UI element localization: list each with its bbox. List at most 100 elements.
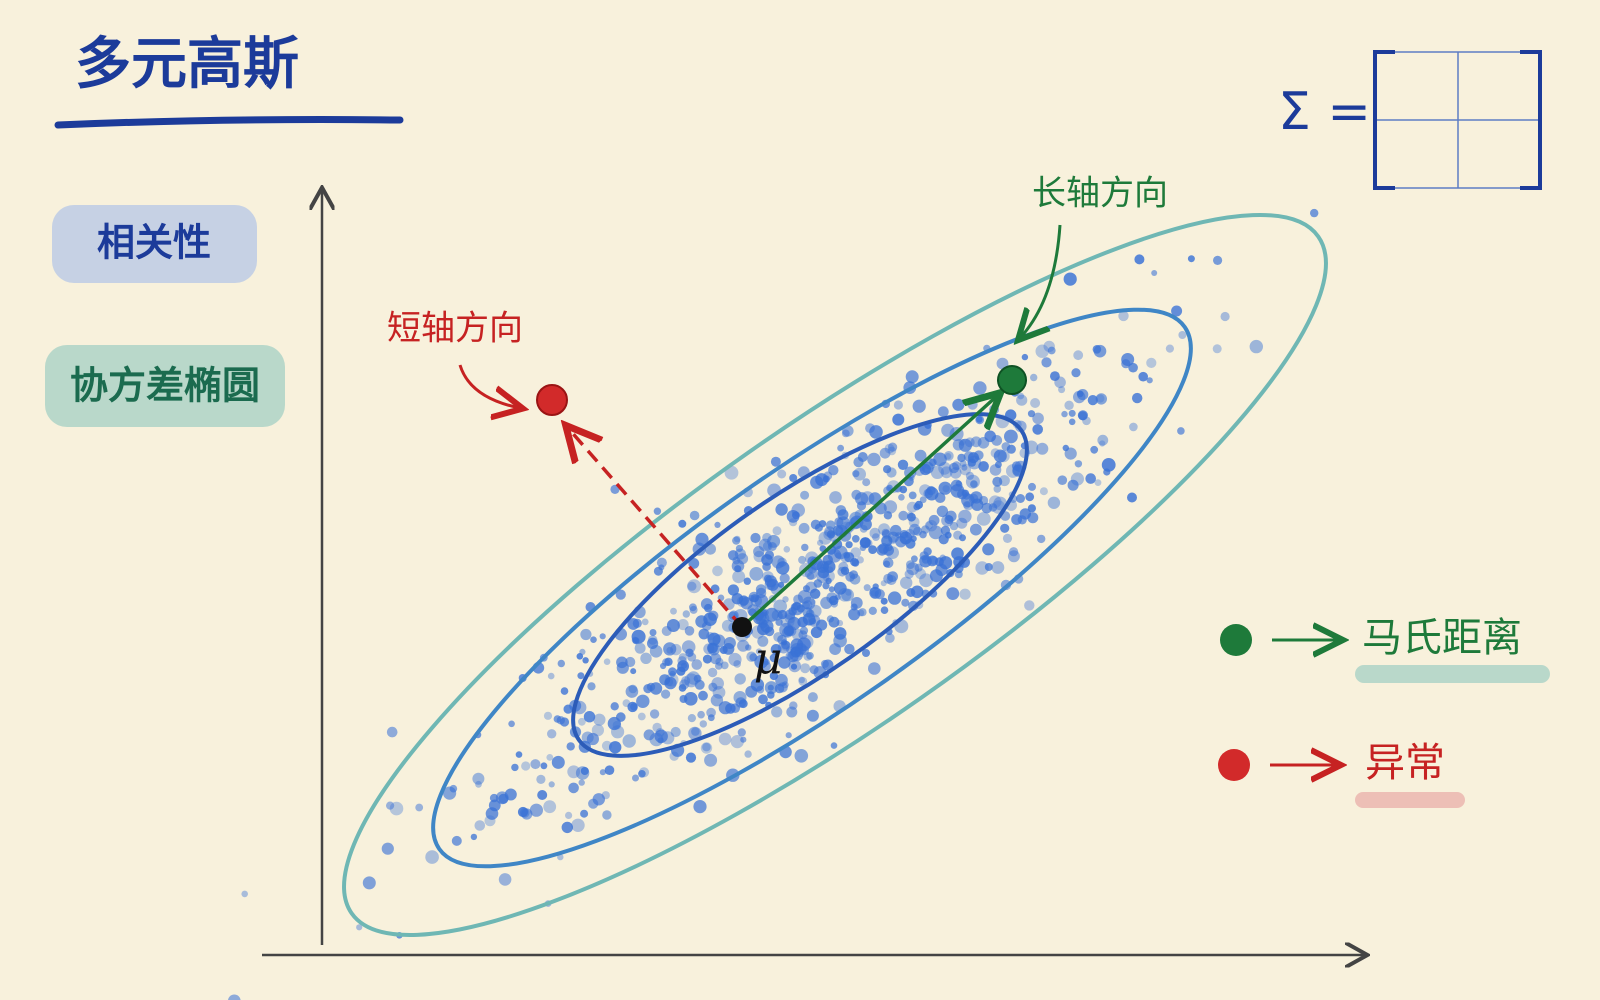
scatter-point	[919, 463, 932, 476]
scatter-point	[798, 676, 805, 684]
scatter-point	[764, 575, 777, 588]
scatter-point	[470, 833, 478, 841]
scatter-point	[965, 471, 975, 480]
scatter-point	[823, 529, 835, 540]
scatter-point	[822, 554, 833, 566]
scatter-point	[926, 485, 936, 496]
scatter-point	[940, 466, 953, 479]
scatter-point	[1017, 515, 1027, 525]
scatter-point	[1050, 371, 1060, 381]
scatter-point	[649, 645, 663, 658]
scatter-point	[362, 876, 376, 890]
scatter-point	[711, 677, 724, 690]
scatter-point	[744, 750, 752, 758]
scatter-point	[840, 566, 850, 575]
scatter-point	[822, 582, 830, 590]
matrix	[1373, 50, 1542, 190]
scatter-point	[547, 672, 555, 680]
scatter-point	[693, 674, 702, 683]
scatter-point	[669, 670, 676, 678]
scatter-point	[543, 711, 553, 720]
scatter-point	[802, 601, 810, 610]
scatter-point	[888, 442, 898, 452]
scatter-point	[869, 425, 883, 439]
scatter-point	[883, 465, 892, 474]
scatter-point	[1220, 311, 1230, 322]
scatter-point	[557, 659, 565, 668]
scatter-point	[721, 619, 734, 632]
scatter-point	[993, 449, 1007, 463]
scatter-point	[778, 581, 785, 588]
scatter-point	[734, 548, 747, 560]
scatter-point	[806, 709, 819, 722]
scatter-point	[575, 766, 590, 780]
scatter-point	[815, 473, 829, 487]
scatter-point	[803, 585, 810, 593]
scatter-point	[227, 994, 241, 1000]
scatter-point	[1094, 479, 1102, 486]
scatter-point	[1118, 310, 1129, 322]
scatter-point	[1017, 392, 1025, 400]
scatter-point	[745, 644, 751, 651]
scatter-point	[1037, 534, 1046, 544]
scatter-point	[1138, 371, 1148, 382]
scatter-point	[777, 557, 787, 567]
scatter-point	[828, 586, 835, 593]
scatter-point	[688, 558, 700, 569]
scatter-point	[1002, 533, 1013, 544]
scatter-point	[784, 612, 796, 624]
scatter-point	[649, 709, 660, 719]
major-arrow	[1020, 224, 1062, 338]
scatter-point	[789, 701, 798, 710]
scatter-point	[649, 629, 657, 636]
scatter-point	[638, 770, 646, 778]
scatter-point	[982, 543, 995, 556]
scatter-point	[599, 769, 607, 776]
minor-axis-label: 短轴方向	[387, 309, 523, 349]
scatter-point	[859, 525, 868, 533]
scatter-point	[963, 451, 975, 462]
tag: 相关性	[97, 221, 211, 265]
tag-bg	[52, 205, 257, 283]
scatter-point	[654, 729, 668, 743]
scatter-point	[738, 699, 748, 709]
scatter-point	[582, 657, 589, 664]
scatter-point	[636, 694, 650, 708]
scatter-point	[836, 516, 851, 530]
scatter-point	[728, 652, 742, 667]
scatter-point	[919, 496, 927, 504]
scatter-point	[772, 526, 782, 536]
scatter-point	[547, 729, 557, 739]
scatter-point	[737, 728, 746, 737]
scatter-point	[914, 449, 927, 462]
scatter-point	[988, 503, 998, 512]
scatter-point	[663, 642, 677, 656]
scatter-point	[698, 628, 710, 640]
legend-label: 马氏距离	[1362, 615, 1522, 661]
scatter-point	[699, 720, 707, 728]
scatter-point	[695, 532, 709, 547]
scatter-point	[1129, 422, 1138, 432]
scatter-point	[826, 592, 838, 604]
scatter-point	[604, 765, 615, 775]
scatter-point	[798, 630, 808, 640]
scatter-point	[556, 716, 565, 725]
scatter-point	[543, 800, 557, 814]
scatter-point	[702, 654, 712, 664]
scatter-point	[661, 689, 671, 699]
scatter-point	[899, 530, 909, 539]
scatter-point	[560, 687, 569, 695]
scatter-point	[841, 588, 854, 602]
scatter-point	[852, 470, 860, 478]
scatter-point	[869, 527, 881, 539]
scatter-point	[733, 660, 741, 668]
scatter-point	[883, 573, 894, 584]
scatter-point	[1016, 394, 1028, 406]
scatter-point	[678, 519, 687, 528]
scatter-point	[750, 594, 759, 603]
scatter-point	[757, 635, 769, 647]
scatter-point	[749, 567, 764, 581]
scatter-point	[938, 481, 952, 495]
scatter-point	[707, 667, 718, 678]
scatter-point	[803, 600, 813, 610]
